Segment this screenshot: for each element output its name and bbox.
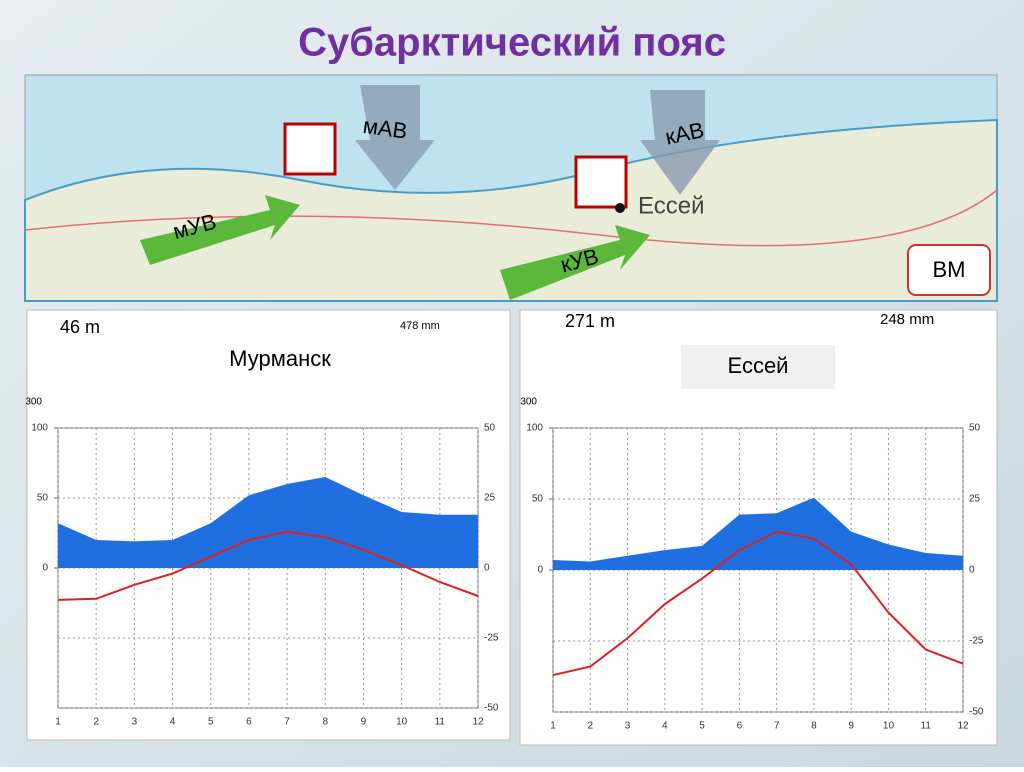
arrow	[500, 225, 650, 300]
x-tick-label: 11	[921, 721, 932, 732]
city-dot	[615, 203, 625, 213]
y2-tick-label: -50	[969, 707, 984, 718]
y-tick-label: 100	[526, 423, 543, 434]
y2-tick-label: -25	[969, 636, 984, 647]
x-tick-label: 10	[883, 721, 895, 732]
x-tick-label: 6	[737, 721, 743, 732]
label-box	[907, 244, 991, 296]
chart-title: Ессей	[728, 353, 789, 378]
annotation: 300	[520, 397, 537, 408]
inset	[283, 122, 337, 176]
map-label: Ессей	[638, 192, 705, 219]
x-tick-label: 8	[811, 721, 817, 732]
x-tick-label: 5	[699, 721, 705, 732]
x-tick-label: 2	[587, 721, 593, 732]
x-tick-label: 2	[93, 717, 99, 728]
arrow	[640, 90, 720, 195]
y2-tick-label: -25	[484, 633, 499, 644]
x-tick-label: 8	[322, 717, 328, 728]
x-tick-label: 5	[208, 717, 214, 728]
temperature-line	[552, 530, 964, 677]
x-tick-label: 4	[662, 721, 668, 732]
arrow	[140, 195, 300, 265]
land	[24, 118, 998, 302]
x-tick-label: 9	[361, 717, 367, 728]
x-tick-label: 12	[472, 717, 484, 728]
precipitation-area	[58, 477, 478, 568]
x-tick-label: 9	[848, 721, 854, 732]
annotation: 300	[25, 397, 42, 408]
arrow	[355, 85, 435, 190]
map-label: мАВ	[361, 113, 409, 144]
x-tick-label: 3	[132, 717, 138, 728]
map: мУВ мАВ кАВ кУВ Ессей ВМ	[24, 74, 998, 302]
y2-tick-label: 25	[484, 493, 496, 504]
x-tick-label: 12	[957, 721, 969, 732]
annotation: 248 mm	[880, 311, 934, 328]
chart-subtitle: 271 m	[565, 311, 615, 331]
y2-tick-label: 50	[969, 423, 981, 434]
title-box	[681, 345, 835, 389]
map-label: ВМ	[933, 257, 966, 282]
x-tick-label: 7	[284, 717, 290, 728]
zone-border	[24, 189, 998, 247]
precipitation-area	[553, 497, 963, 570]
x-tick-label: 1	[550, 721, 556, 732]
y2-tick-label: 50	[484, 423, 496, 434]
y-tick-label: 0	[42, 563, 48, 574]
x-tick-label: 4	[170, 717, 176, 728]
x-tick-label: 3	[625, 721, 631, 732]
y-tick-label: 0	[537, 565, 543, 576]
annotation: 478 mm	[400, 320, 440, 332]
x-tick-label: 10	[396, 717, 408, 728]
x-tick-label: 7	[774, 721, 780, 732]
y-tick-label: 50	[532, 494, 544, 505]
inset	[574, 155, 628, 209]
y-tick-label: 50	[37, 493, 49, 504]
y2-tick-label: 25	[969, 494, 981, 505]
y2-tick-label: -50	[484, 703, 499, 714]
temperature-line	[57, 530, 479, 601]
y2-tick-label: 0	[484, 563, 490, 574]
y-tick-label: 100	[31, 423, 48, 434]
chart-title: Мурманск	[229, 346, 331, 371]
x-tick-label: 11	[435, 717, 446, 728]
x-tick-label: 6	[246, 717, 252, 728]
slide-title: Субарктический пояс	[298, 21, 726, 65]
chart-subtitle: 46 m	[60, 317, 100, 337]
x-tick-label: 1	[55, 717, 61, 728]
y2-tick-label: 0	[969, 565, 975, 576]
